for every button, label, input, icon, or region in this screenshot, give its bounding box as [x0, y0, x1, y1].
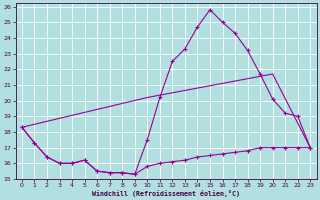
X-axis label: Windchill (Refroidissement éolien,°C): Windchill (Refroidissement éolien,°C) — [92, 190, 240, 197]
